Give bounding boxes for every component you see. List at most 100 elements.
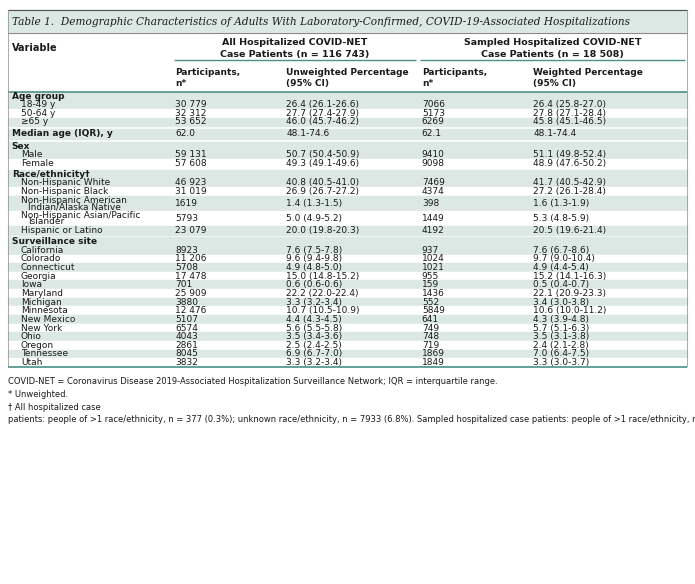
Text: 4.3 (3.9-4.8): 4.3 (3.9-4.8) [533, 315, 589, 324]
Text: Ohio: Ohio [21, 332, 42, 341]
Text: 6.9 (6.7-7.0): 6.9 (6.7-7.0) [286, 349, 343, 359]
Text: 40.8 (40.5-41.0): 40.8 (40.5-41.0) [286, 179, 359, 187]
Text: 4374: 4374 [422, 187, 445, 196]
Text: 7469: 7469 [422, 179, 445, 187]
Text: 20.0 (19.8-20.3): 20.0 (19.8-20.3) [286, 226, 359, 235]
Text: Surveillance site: Surveillance site [12, 237, 97, 246]
Text: 7.6 (7.5-7.8): 7.6 (7.5-7.8) [286, 246, 343, 255]
Text: 27.7 (27.4-27.9): 27.7 (27.4-27.9) [286, 109, 359, 118]
Text: 5.7 (5.1-6.3): 5.7 (5.1-6.3) [533, 324, 589, 332]
Text: 719: 719 [422, 341, 439, 350]
Text: 48.1-74.4: 48.1-74.4 [533, 130, 576, 138]
Text: 0.5 (0.4-0.7): 0.5 (0.4-0.7) [533, 280, 589, 289]
Text: Tennessee: Tennessee [21, 349, 68, 359]
Text: 4192: 4192 [422, 226, 445, 235]
Text: 27.8 (27.1-28.4): 27.8 (27.1-28.4) [533, 109, 606, 118]
Text: 159: 159 [422, 280, 439, 289]
Text: Georgia: Georgia [21, 272, 56, 281]
Text: 7.6 (6.7-8.6): 7.6 (6.7-8.6) [533, 246, 589, 255]
Text: Table 1.  Demographic Characteristics of Adults With Laboratory-Confirmed, COVID: Table 1. Demographic Characteristics of … [12, 16, 630, 27]
Text: 3.3 (3.2-3.4): 3.3 (3.2-3.4) [286, 298, 343, 307]
Text: 9098: 9098 [422, 159, 445, 168]
Text: 955: 955 [422, 272, 439, 281]
Text: California: California [21, 246, 64, 255]
Text: Participants,
n*: Participants, n* [175, 68, 240, 88]
Text: 5173: 5173 [422, 109, 445, 118]
Text: 15.0 (14.8-15.2): 15.0 (14.8-15.2) [286, 272, 359, 281]
Text: 5107: 5107 [175, 315, 198, 324]
Text: 552: 552 [422, 298, 439, 307]
Text: Female: Female [21, 159, 54, 168]
Text: † All hospitalized case: † All hospitalized case [8, 403, 101, 412]
Text: 1436: 1436 [422, 289, 445, 298]
Text: 1021: 1021 [422, 263, 445, 272]
Text: Sampled Hospitalized COVID-NET
Case Patients (n = 18 508): Sampled Hospitalized COVID-NET Case Pati… [464, 39, 641, 58]
Text: Iowa: Iowa [21, 280, 42, 289]
Text: 5.6 (5.5-5.8): 5.6 (5.5-5.8) [286, 324, 343, 332]
Text: 27.2 (26.1-28.4): 27.2 (26.1-28.4) [533, 187, 606, 196]
Text: Oregon: Oregon [21, 341, 54, 350]
Text: Maryland: Maryland [21, 289, 63, 298]
Text: 4.9 (4.4-5.4): 4.9 (4.4-5.4) [533, 263, 589, 272]
Text: Michigan: Michigan [21, 298, 62, 307]
Text: 20.5 (19.6-21.4): 20.5 (19.6-21.4) [533, 226, 606, 235]
Text: Non-Hispanic White: Non-Hispanic White [21, 179, 110, 187]
Text: Race/ethnicity†: Race/ethnicity† [12, 170, 90, 179]
Text: Utah: Utah [21, 358, 42, 367]
Text: 17 478: 17 478 [175, 272, 206, 281]
Text: Non-Hispanic Black: Non-Hispanic Black [21, 187, 108, 196]
Text: 32 312: 32 312 [175, 109, 206, 118]
Text: 48.9 (47.6-50.2): 48.9 (47.6-50.2) [533, 159, 606, 168]
Text: 7.0 (6.4-7.5): 7.0 (6.4-7.5) [533, 349, 589, 359]
Text: Sex: Sex [12, 141, 30, 151]
Text: 22.2 (22.0-22.4): 22.2 (22.0-22.4) [286, 289, 359, 298]
Text: 41.7 (40.5-42.9): 41.7 (40.5-42.9) [533, 179, 606, 187]
Text: 7066: 7066 [422, 100, 445, 109]
Text: 26.9 (26.7-27.2): 26.9 (26.7-27.2) [286, 187, 359, 196]
Text: ≥65 y: ≥65 y [21, 117, 48, 127]
Text: 5.0 (4.9-5.2): 5.0 (4.9-5.2) [286, 214, 343, 223]
Text: 3.5 (3.1-3.8): 3.5 (3.1-3.8) [533, 332, 589, 341]
Text: All Hospitalized COVID-NET
Case Patients (n = 116 743): All Hospitalized COVID-NET Case Patients… [220, 39, 370, 58]
Text: 0.6 (0.6-0.6): 0.6 (0.6-0.6) [286, 280, 343, 289]
Text: patients: people of >1 race/ethnicity, n = 377 (0.3%); unknown race/ethnicity, n: patients: people of >1 race/ethnicity, n… [8, 415, 695, 424]
Text: 3880: 3880 [175, 298, 198, 307]
Text: Participants,
n*: Participants, n* [422, 68, 487, 88]
Text: 1024: 1024 [422, 255, 445, 263]
Text: New Mexico: New Mexico [21, 315, 75, 324]
Text: Weighted Percentage
(95% CI): Weighted Percentage (95% CI) [533, 68, 643, 88]
Text: Male: Male [21, 150, 42, 159]
Text: 3.4 (3.0-3.8): 3.4 (3.0-3.8) [533, 298, 589, 307]
Text: 49.3 (49.1-49.6): 49.3 (49.1-49.6) [286, 159, 359, 168]
Text: 5849: 5849 [422, 306, 445, 315]
Text: 937: 937 [422, 246, 439, 255]
Text: 26.4 (26.1-26.6): 26.4 (26.1-26.6) [286, 100, 359, 109]
Text: Colorado: Colorado [21, 255, 61, 263]
Text: 25 909: 25 909 [175, 289, 206, 298]
Text: 701: 701 [175, 280, 193, 289]
Text: 18-49 y: 18-49 y [21, 100, 55, 109]
Text: 62.1: 62.1 [422, 130, 442, 138]
Text: 2.5 (2.4-2.5): 2.5 (2.4-2.5) [286, 341, 342, 350]
Text: 748: 748 [422, 332, 439, 341]
Text: Islander: Islander [28, 217, 64, 226]
Text: 2861: 2861 [175, 341, 198, 350]
Text: 59 131: 59 131 [175, 150, 207, 159]
Text: 15.2 (14.1-16.3): 15.2 (14.1-16.3) [533, 272, 606, 281]
Text: 6269: 6269 [422, 117, 445, 127]
Text: 398: 398 [422, 199, 439, 208]
Text: 1869: 1869 [422, 349, 445, 359]
Text: 5793: 5793 [175, 214, 198, 223]
Text: 1849: 1849 [422, 358, 445, 367]
Text: 10.7 (10.5-10.9): 10.7 (10.5-10.9) [286, 306, 360, 315]
Text: 4.9 (4.8-5.0): 4.9 (4.8-5.0) [286, 263, 343, 272]
Text: Age group: Age group [12, 92, 65, 100]
Text: 53 652: 53 652 [175, 117, 206, 127]
Text: Indian/Alaska Native: Indian/Alaska Native [28, 202, 121, 211]
Text: 45.8 (45.1-46.5): 45.8 (45.1-46.5) [533, 117, 606, 127]
Text: 9410: 9410 [422, 150, 445, 159]
Text: * Unweighted.: * Unweighted. [8, 390, 69, 399]
Text: 26.4 (25.8-27.0): 26.4 (25.8-27.0) [533, 100, 606, 109]
Text: Connecticut: Connecticut [21, 263, 75, 272]
Text: 57 608: 57 608 [175, 159, 207, 168]
